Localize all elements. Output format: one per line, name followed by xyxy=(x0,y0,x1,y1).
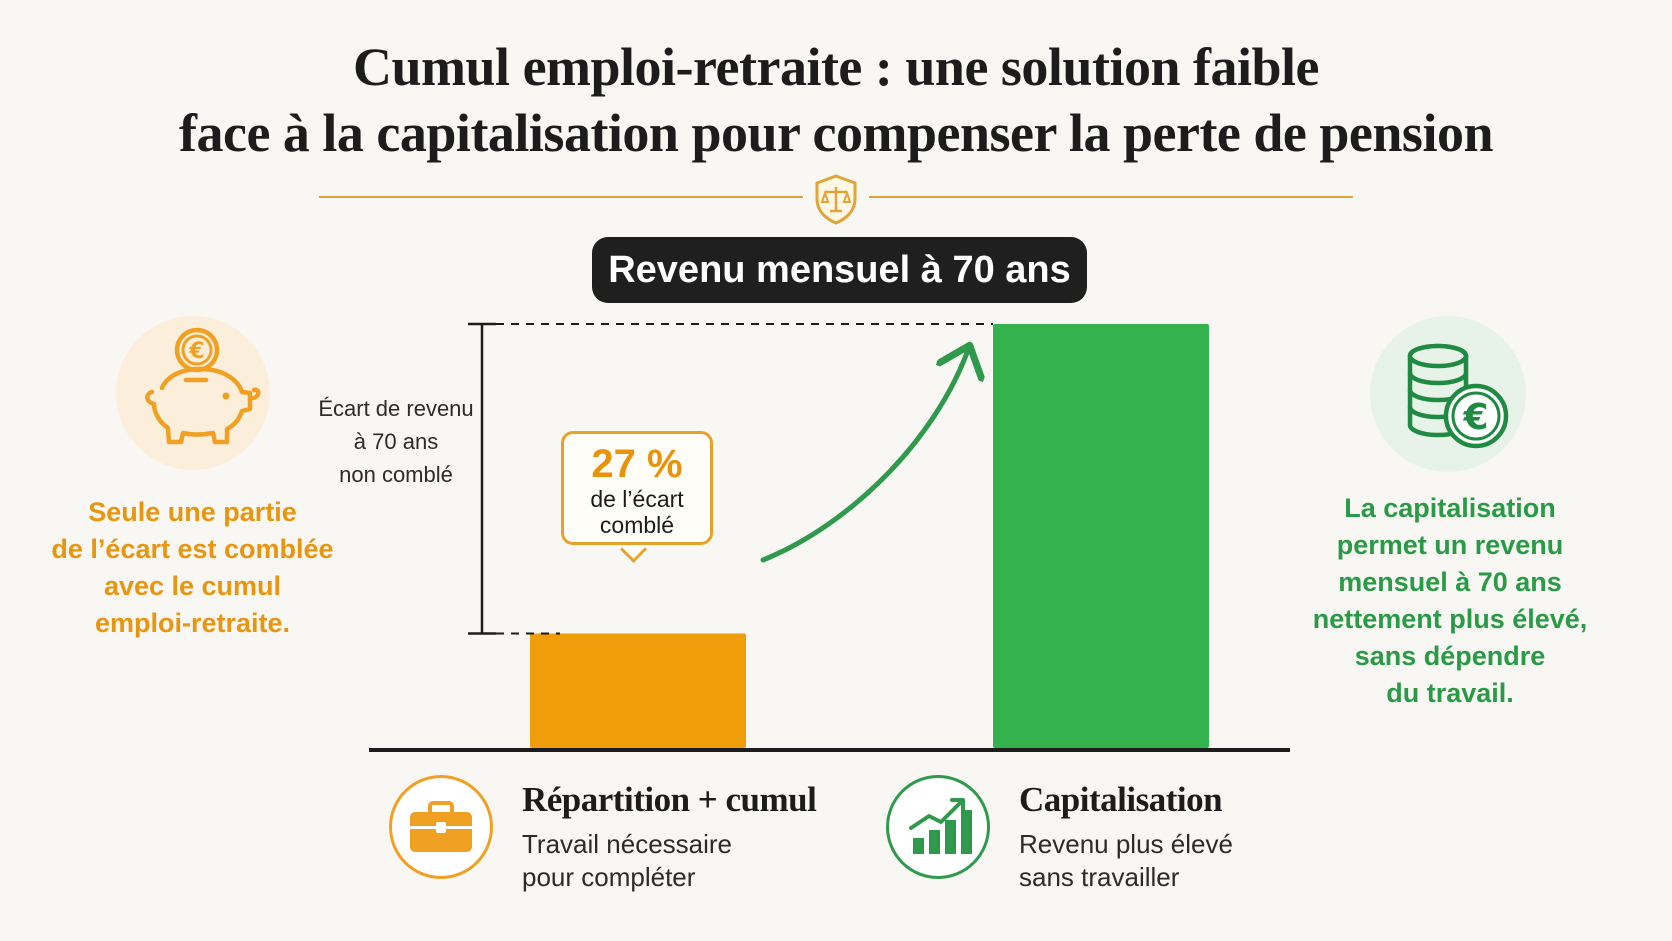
right-note: La capitalisation permet un revenu mensu… xyxy=(1300,490,1600,712)
legend-title: Répartition + cumul xyxy=(522,780,817,819)
right-note-line: permet un revenu xyxy=(1336,530,1564,560)
title-line-2: face à la capitalisation pour compenser … xyxy=(179,103,1493,163)
svg-text:€: € xyxy=(188,339,204,364)
gap-label-line: non comblé xyxy=(339,462,453,487)
left-note-line: de l’écart est comblée xyxy=(51,534,334,564)
legend-desc-line: pour compléter xyxy=(522,862,696,892)
svg-text:€: € xyxy=(1462,397,1488,438)
right-note-line: du travail. xyxy=(1386,678,1514,708)
legend-desc-line: sans travailler xyxy=(1019,862,1180,892)
right-note-line: nettement plus élevé, xyxy=(1312,604,1588,634)
divider-right xyxy=(869,196,1353,198)
left-note-line: emploi-retraite. xyxy=(94,608,291,638)
callout-text-line: comblé xyxy=(599,512,675,538)
page-title: Cumul emploi-retraite : une solution fai… xyxy=(0,34,1672,166)
percent-callout: 27 % de l’écart comblé xyxy=(561,431,713,545)
gap-annotation-label: Écart de revenu à 70 ans non comblé xyxy=(312,392,480,491)
callout-text-line: de l’écart xyxy=(590,486,684,512)
piggy-bank-euro-icon: € xyxy=(116,316,270,470)
growth-chart-icon xyxy=(886,775,990,879)
legend-title: Capitalisation xyxy=(1019,780,1223,819)
growth-arrow xyxy=(760,350,968,563)
right-note-line: mensuel à 70 ans xyxy=(1338,567,1562,597)
balance-scale-shield-icon xyxy=(815,174,857,225)
right-note-line: sans dépendre xyxy=(1354,641,1546,671)
divider-left xyxy=(319,196,803,198)
left-note-line: avec le cumul xyxy=(103,571,282,601)
legend-item-repartition: Répartition + cumul Travail nécessaire p… xyxy=(522,780,817,894)
legend-desc-line: Revenu plus élevé xyxy=(1019,829,1233,859)
gap-label-line: à 70 ans xyxy=(353,429,439,454)
callout-value: 27 % xyxy=(591,442,683,486)
left-note: Seule une partie de l’écart est comblée … xyxy=(40,494,345,642)
legend-desc-line: Travail nécessaire xyxy=(522,829,733,859)
gap-label-line: Écart de revenu xyxy=(318,396,474,421)
bar-capitalisation xyxy=(993,324,1209,748)
right-note-line: La capitalisation xyxy=(1344,493,1556,523)
legend-item-capitalisation: Capitalisation Revenu plus élevé sans tr… xyxy=(1019,780,1233,894)
bar-repartition-cumul xyxy=(530,633,746,748)
coins-euro-icon: € xyxy=(1370,316,1526,472)
chart-title: Revenu mensuel à 70 ans xyxy=(592,237,1087,303)
title-line-1: Cumul emploi-retraite : une solution fai… xyxy=(353,37,1319,97)
briefcase-icon xyxy=(389,775,493,879)
left-note-line: Seule une partie xyxy=(88,497,297,527)
